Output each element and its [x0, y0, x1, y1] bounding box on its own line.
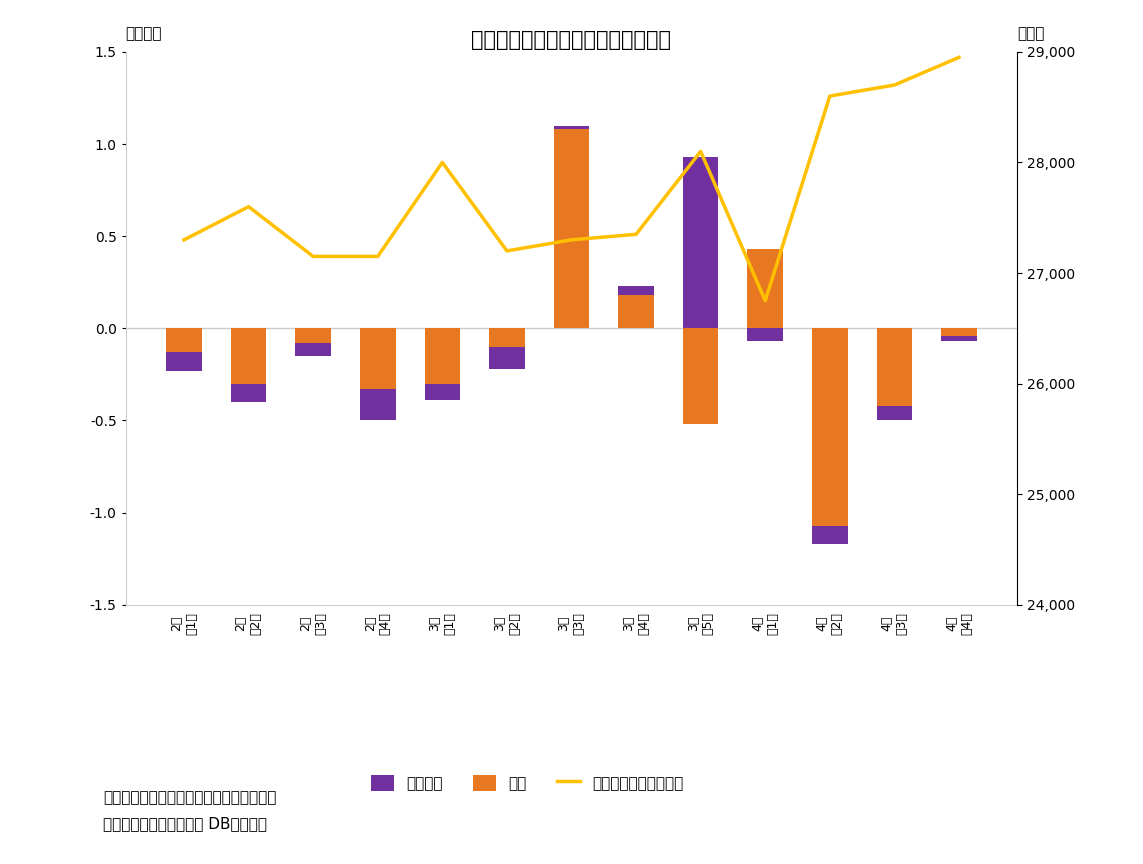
Legend: 信託銀行, 個人, 日経平均株価（右軸）: 信託銀行, 個人, 日経平均株価（右軸）: [363, 767, 690, 798]
Bar: [231, 328, 266, 384]
Bar: [748, 328, 783, 341]
Bar: [682, 328, 719, 424]
Bar: [231, 384, 266, 402]
Bar: [877, 328, 912, 406]
日経平均株価（右軸）: [499, 245, 513, 256]
Bar: [295, 343, 331, 356]
Text: 図表４　信託銀行と個人は売り越し: 図表４ 信託銀行と個人は売り越し: [472, 30, 671, 50]
Bar: [166, 353, 202, 371]
日経平均株価（右軸）: [823, 91, 837, 101]
Bar: [618, 286, 654, 295]
Text: （注）信託銀行と個人の現物と先物、週次: （注）信託銀行と個人の現物と先物、週次: [103, 791, 277, 805]
日経平均株価（右軸）: [435, 157, 449, 168]
Bar: [877, 406, 912, 421]
日経平均株価（右軸）: [952, 52, 966, 62]
Bar: [489, 346, 525, 369]
Bar: [489, 328, 525, 346]
日経平均株価（右軸）: [306, 251, 320, 262]
Bar: [941, 336, 977, 341]
Bar: [553, 125, 590, 130]
Bar: [618, 295, 654, 328]
日経平均株価（右軸）: [565, 235, 578, 245]
日経平均株価（右軸）: [370, 251, 384, 262]
Bar: [424, 384, 461, 400]
Text: （資料）ニッセイ基礎研 DBから作成: （資料）ニッセイ基礎研 DBから作成: [103, 816, 266, 831]
Text: （兆円）: （兆円）: [126, 26, 162, 41]
日経平均株価（右軸）: [241, 201, 255, 212]
Bar: [166, 328, 202, 353]
日経平均株価（右軸）: [177, 235, 191, 245]
日経平均株価（右軸）: [888, 79, 902, 90]
Bar: [360, 389, 395, 421]
Bar: [682, 157, 719, 328]
Bar: [424, 328, 461, 384]
Bar: [553, 130, 590, 328]
Bar: [941, 328, 977, 336]
Bar: [812, 525, 848, 544]
日経平均株価（右軸）: [630, 229, 644, 239]
日経平均株価（右軸）: [694, 146, 708, 156]
Bar: [295, 328, 331, 343]
Bar: [360, 328, 395, 389]
Bar: [748, 249, 783, 328]
Text: （円）: （円）: [1017, 26, 1045, 41]
日経平均株価（右軸）: [759, 295, 773, 306]
Bar: [812, 328, 848, 525]
Line: 日経平均株価（右軸）: 日経平均株価（右軸）: [184, 57, 959, 301]
